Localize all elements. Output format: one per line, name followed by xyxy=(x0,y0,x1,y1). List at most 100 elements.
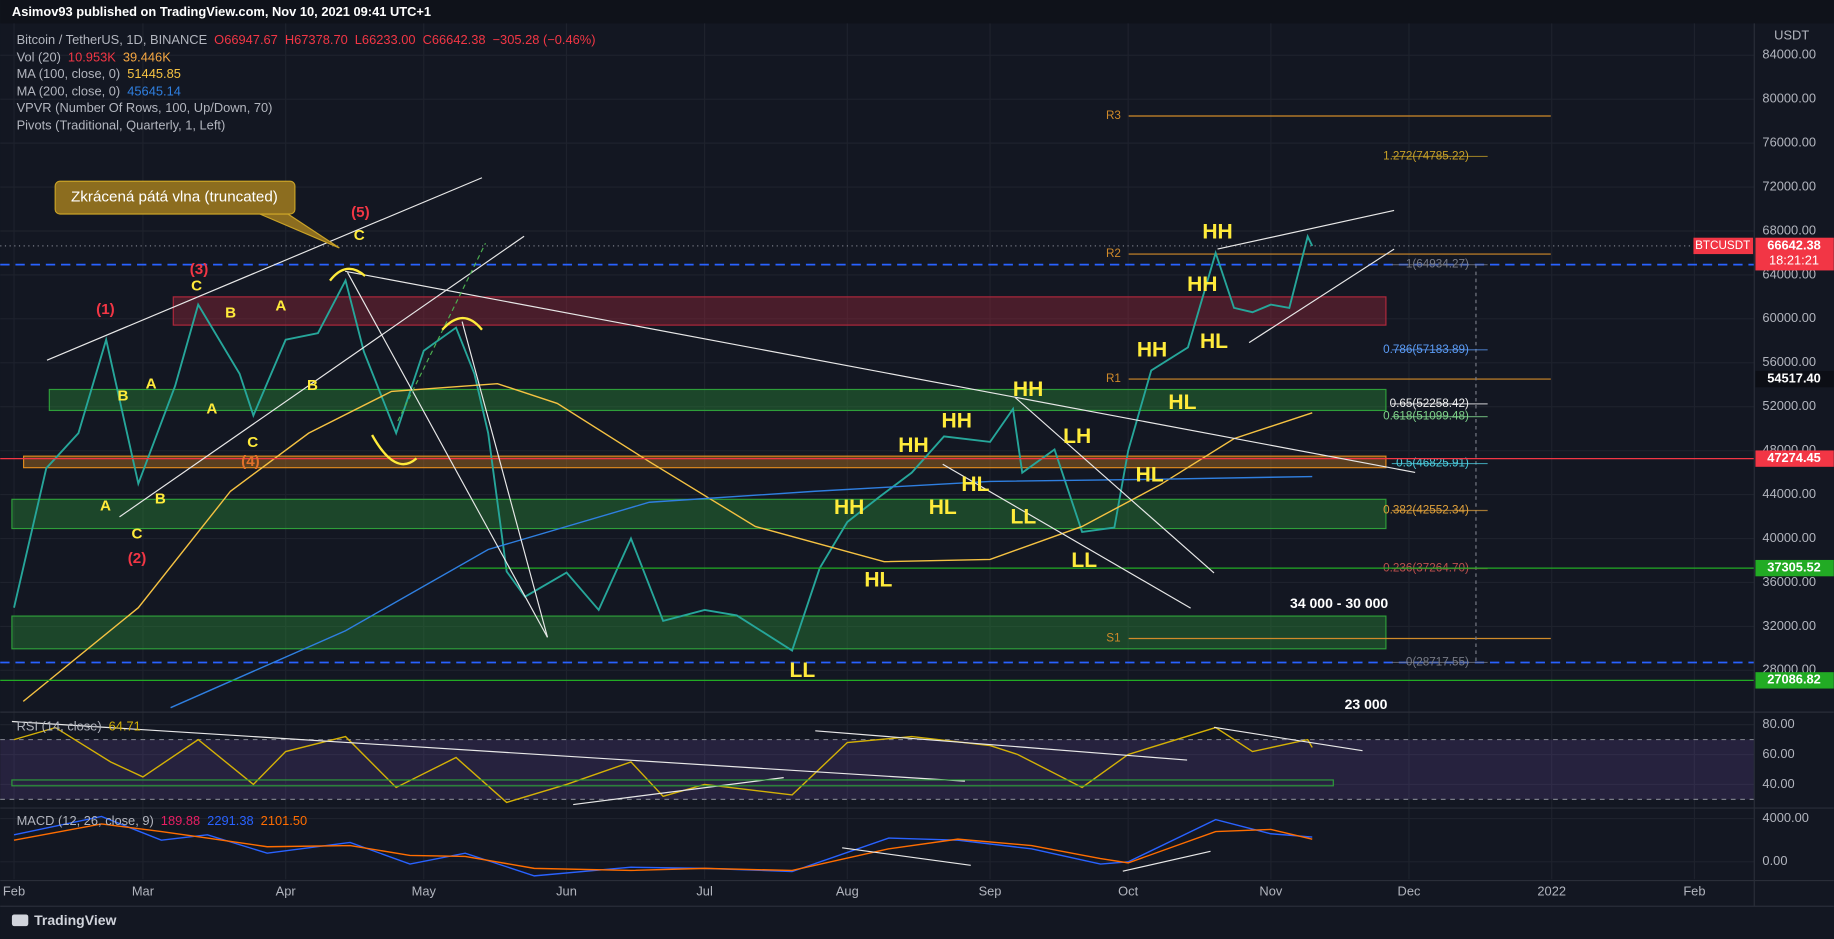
trend-line xyxy=(1014,397,1215,574)
y-tick-label: 36000.00 xyxy=(1762,574,1816,589)
symbol-tag xyxy=(1693,237,1754,255)
annotation: B xyxy=(118,387,129,404)
series-line xyxy=(22,382,1313,702)
rsi-zone xyxy=(11,779,1334,787)
legend-value: L66233.00 xyxy=(355,32,416,47)
legend-label: VPVR (Number Of Rows, 100, Up/Down, 70) xyxy=(17,100,273,115)
arc xyxy=(329,267,366,282)
trend-line xyxy=(461,321,549,638)
legend-value: 10.953K xyxy=(68,50,116,65)
callout-box xyxy=(54,180,296,215)
trend-line xyxy=(1217,209,1395,250)
y-tick-label: 72000.00 xyxy=(1762,178,1816,193)
annotation: HH xyxy=(1187,273,1217,296)
y-tick-label: 40.00 xyxy=(1762,776,1794,791)
annotation: (1) xyxy=(96,301,115,318)
publisher: Asimov93 published on TradingView.com, N… xyxy=(12,4,431,19)
legend-symbol: Bitcoin / TetherUS, 1D, BINANCE xyxy=(17,32,208,47)
annotation: HH xyxy=(1013,378,1043,401)
fib-label: 0(28717.55) xyxy=(1406,656,1469,669)
series-line xyxy=(13,726,1313,804)
annotation: A xyxy=(100,497,111,514)
zone xyxy=(11,498,1387,530)
legend-value: C66642.38 xyxy=(423,32,486,47)
legend-label: MA (100, close, 0) xyxy=(17,66,121,81)
trend-line xyxy=(1248,248,1395,344)
logo xyxy=(11,914,29,927)
legend-value: 51445.85 xyxy=(127,66,181,81)
annotations: Zkrácená pátá vlna (truncated)(5)C(3)C(1… xyxy=(71,189,1388,712)
annotation: HH xyxy=(942,410,972,433)
annotation: Zkrácená pátá vlna (truncated) xyxy=(71,189,278,206)
y-tick-label: 0.00 xyxy=(1762,853,1787,868)
annotation: (3) xyxy=(190,261,209,278)
trend-line xyxy=(46,177,483,361)
legend-value: 45645.14 xyxy=(127,84,181,99)
annotation: HL xyxy=(961,473,989,496)
trend-lines xyxy=(11,177,1416,872)
annotation: B xyxy=(155,490,166,507)
legend-value: 64.71 xyxy=(109,719,141,734)
x-tick-label: Feb xyxy=(1683,884,1705,899)
symbol-label: BTCUSDT xyxy=(1695,239,1750,252)
top-bar xyxy=(0,0,1834,24)
channel-line xyxy=(397,242,487,422)
zone xyxy=(11,615,1387,650)
legend-label: MA (200, close, 0) xyxy=(17,84,121,99)
x-tick-label: 2022 xyxy=(1537,884,1566,899)
legend-value: 2291.38 xyxy=(207,813,253,828)
price-tag xyxy=(1755,450,1834,467)
annotation: C xyxy=(354,227,365,244)
price-tag-label: 27086.82 xyxy=(1767,672,1821,687)
legend-value: 189.88 xyxy=(161,813,200,828)
annotation: HL xyxy=(864,569,892,592)
fib-label: 1(64934.27) xyxy=(1406,258,1469,271)
legend-row: Vol (20) 10.953K 39.446K xyxy=(17,50,172,65)
x-tick-label: Nov xyxy=(1259,884,1282,899)
annotation: HH xyxy=(898,434,928,457)
rsi-band xyxy=(0,739,1755,800)
legend-label: MACD (12, 26, close, 9) xyxy=(17,813,154,828)
y-tick-label: 76000.00 xyxy=(1762,135,1816,150)
annotation: (2) xyxy=(128,550,147,567)
y-tick-label: 80.00 xyxy=(1762,716,1794,731)
separators xyxy=(0,23,1834,907)
x-tick-label: Aug xyxy=(836,884,859,899)
fib-label: 0.382(42552.34) xyxy=(1383,504,1469,517)
trend-line xyxy=(119,235,525,518)
y-tick-label: 44000.00 xyxy=(1762,486,1816,501)
countdown: 18:21:21 xyxy=(1769,252,1819,267)
pivot-label: R3 xyxy=(1106,109,1121,122)
macd-trend-line xyxy=(842,847,971,866)
y-tick-label: 80000.00 xyxy=(1762,91,1816,106)
price-tag xyxy=(1755,559,1834,577)
pivot-label: S1 xyxy=(1106,632,1120,645)
legend-row: Bitcoin / TetherUS, 1D, BINANCE O66947.67… xyxy=(17,32,596,47)
annotation: LH xyxy=(1063,425,1091,448)
annotation: B xyxy=(307,377,318,394)
legend-value: O66947.67 xyxy=(214,32,278,47)
annotation: HL xyxy=(1200,330,1228,353)
annotation: HL xyxy=(1168,391,1196,414)
annotation: (5) xyxy=(351,204,370,221)
x-tick-label: May xyxy=(412,884,437,899)
arc xyxy=(371,434,418,466)
fib-label: 0.618(51099.48) xyxy=(1383,410,1469,423)
x-tick-label: Jul xyxy=(696,884,712,899)
price-tag xyxy=(1755,672,1834,689)
price-tag xyxy=(1755,370,1834,388)
x-tick-label: Oct xyxy=(1118,884,1138,899)
x-tick-label: Dec xyxy=(1398,884,1421,899)
annotation: C xyxy=(191,278,202,295)
annotation: C xyxy=(132,525,143,542)
annotation: B xyxy=(225,304,236,321)
price-tag-label: 66642.38 xyxy=(1767,237,1821,252)
y-tick-label: 32000.00 xyxy=(1762,618,1816,633)
x-tick-label: Jun xyxy=(556,884,577,899)
footer-brand: TradingView xyxy=(34,912,116,928)
legend-row: MACD (12, 26, close, 9) 189.88 2291.38 2101… xyxy=(17,813,308,828)
x-tick-label: Feb xyxy=(3,884,25,899)
axis-unit: USDT xyxy=(1774,28,1809,43)
rsi-trend-line xyxy=(11,720,965,782)
